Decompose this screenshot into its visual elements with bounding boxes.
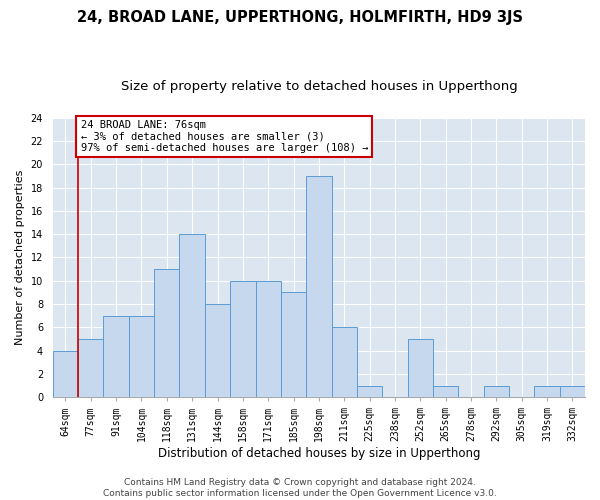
Bar (230, 281, 256, 397)
Bar (53, 350, 78, 397)
Bar (281, 292, 306, 397)
Y-axis label: Number of detached properties: Number of detached properties (15, 170, 25, 345)
Text: 24, BROAD LANE, UPPERTHONG, HOLMFIRTH, HD9 3JS: 24, BROAD LANE, UPPERTHONG, HOLMFIRTH, H… (77, 10, 523, 25)
Text: 24 BROAD LANE: 76sqm
← 3% of detached houses are smaller (3)
97% of semi-detache: 24 BROAD LANE: 76sqm ← 3% of detached ho… (80, 120, 368, 154)
Bar (154, 269, 179, 397)
Bar (205, 304, 230, 397)
Bar (78, 339, 103, 397)
Bar (103, 316, 129, 397)
Bar (357, 386, 382, 397)
Title: Size of property relative to detached houses in Upperthong: Size of property relative to detached ho… (121, 80, 517, 93)
Bar (332, 328, 357, 397)
Text: Contains HM Land Registry data © Crown copyright and database right 2024.
Contai: Contains HM Land Registry data © Crown c… (103, 478, 497, 498)
Bar (256, 281, 281, 397)
Bar (129, 316, 154, 397)
Bar (433, 386, 458, 397)
X-axis label: Distribution of detached houses by size in Upperthong: Distribution of detached houses by size … (158, 447, 480, 460)
Bar (407, 339, 433, 397)
Bar (535, 386, 560, 397)
Bar (179, 234, 205, 397)
Bar (306, 176, 332, 397)
Bar (484, 386, 509, 397)
Bar (560, 386, 585, 397)
